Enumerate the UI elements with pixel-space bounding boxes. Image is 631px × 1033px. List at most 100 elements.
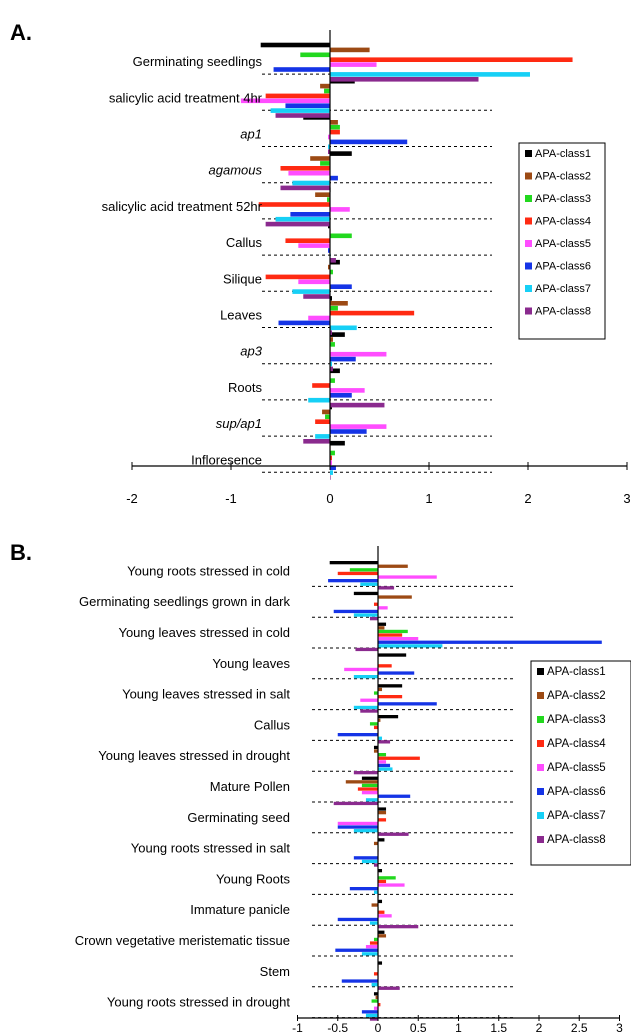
category-label: Young leaves bbox=[212, 656, 290, 671]
bar bbox=[378, 986, 400, 990]
bar bbox=[353, 771, 378, 775]
category-label: ap1 bbox=[240, 127, 262, 142]
bar bbox=[373, 749, 378, 753]
x-tick-label: 1.5 bbox=[490, 1021, 507, 1033]
bar bbox=[373, 937, 378, 942]
bar bbox=[365, 1013, 378, 1018]
bar bbox=[378, 718, 381, 722]
bar bbox=[373, 1006, 378, 1010]
bar bbox=[312, 383, 330, 388]
bar bbox=[330, 475, 331, 480]
legend-label: APA-class1 bbox=[547, 666, 606, 678]
bar bbox=[360, 709, 378, 713]
x-tick-label: -1 bbox=[292, 1021, 303, 1033]
bar bbox=[273, 67, 330, 72]
bar bbox=[292, 289, 330, 294]
bar bbox=[330, 305, 338, 311]
category-label: Young roots stressed in cold bbox=[127, 563, 290, 578]
bar bbox=[330, 366, 333, 372]
bar bbox=[373, 691, 378, 695]
bar bbox=[369, 941, 378, 945]
bar bbox=[330, 429, 367, 434]
bar bbox=[378, 807, 387, 811]
bar bbox=[327, 197, 330, 202]
bar bbox=[270, 108, 330, 113]
bar bbox=[378, 914, 392, 918]
bar bbox=[378, 629, 408, 634]
bar bbox=[373, 972, 378, 976]
bar bbox=[378, 695, 403, 699]
bar bbox=[361, 791, 378, 795]
legend-label: APA-class3 bbox=[547, 714, 606, 726]
bar bbox=[378, 640, 602, 644]
panel-label: A. bbox=[10, 20, 32, 45]
bar bbox=[330, 470, 333, 475]
bar bbox=[337, 917, 378, 922]
category-label: ap3 bbox=[240, 344, 262, 359]
x-tick-label: -1 bbox=[225, 491, 237, 506]
bar bbox=[322, 409, 330, 415]
category-label: agamous bbox=[209, 163, 263, 178]
bar bbox=[353, 856, 378, 860]
bar bbox=[378, 622, 387, 626]
bar bbox=[378, 838, 385, 842]
legend-label: APA-class6 bbox=[535, 261, 591, 273]
bar bbox=[378, 684, 403, 688]
category-label: Immature panicle bbox=[190, 902, 290, 917]
bar bbox=[378, 564, 408, 568]
bar bbox=[373, 745, 378, 750]
bar bbox=[330, 388, 365, 393]
x-tick-label: 1 bbox=[455, 1021, 462, 1033]
panel-b: B. Young roots stressed in cold Germinatin… bbox=[10, 540, 631, 1033]
bar bbox=[330, 356, 356, 362]
bar bbox=[378, 606, 388, 610]
legend-swatch bbox=[525, 262, 532, 270]
bar bbox=[324, 88, 330, 94]
bar bbox=[373, 602, 378, 606]
bar bbox=[337, 825, 378, 829]
legend-label: APA-class3 bbox=[535, 193, 591, 205]
bar bbox=[349, 887, 378, 891]
bar bbox=[320, 83, 330, 89]
x-tick-label: -2 bbox=[126, 491, 138, 506]
bar bbox=[308, 315, 330, 321]
bar bbox=[378, 586, 395, 590]
bar bbox=[265, 221, 330, 227]
category-label: Young leaves stressed in cold bbox=[118, 625, 290, 640]
x-tick-label: 2.5 bbox=[571, 1021, 588, 1033]
bar bbox=[330, 296, 332, 301]
x-tick-label: 0 bbox=[375, 1021, 382, 1033]
bar bbox=[337, 733, 378, 737]
legend-swatch bbox=[525, 217, 532, 225]
bar bbox=[285, 103, 330, 108]
bar bbox=[330, 284, 352, 289]
category-label: Mature Pollen bbox=[210, 779, 290, 794]
bar bbox=[373, 863, 378, 867]
bar bbox=[330, 151, 352, 156]
category-label: Young roots stressed in salt bbox=[131, 841, 291, 856]
bar bbox=[353, 591, 378, 596]
legend-box bbox=[530, 660, 631, 866]
bar bbox=[315, 192, 330, 197]
bar bbox=[315, 419, 330, 424]
bar bbox=[378, 876, 396, 880]
bar bbox=[345, 780, 378, 784]
bar bbox=[365, 945, 378, 949]
legend-label: APA-class6 bbox=[547, 786, 606, 798]
bar bbox=[378, 715, 399, 719]
bar bbox=[280, 166, 330, 171]
bar bbox=[369, 1017, 378, 1021]
bar bbox=[330, 62, 377, 67]
bar bbox=[361, 1010, 378, 1014]
category-label: Young roots stressed in drought bbox=[107, 995, 290, 1010]
category-label: salicylic acid treatment 52hr bbox=[102, 199, 263, 214]
bar bbox=[330, 455, 332, 461]
bar bbox=[371, 903, 378, 907]
bar bbox=[369, 617, 378, 621]
bar bbox=[330, 57, 573, 62]
legend-label: APA-class8 bbox=[535, 306, 591, 318]
bar bbox=[378, 763, 391, 768]
bar bbox=[280, 185, 330, 191]
bar bbox=[353, 829, 378, 833]
bar bbox=[330, 310, 415, 316]
